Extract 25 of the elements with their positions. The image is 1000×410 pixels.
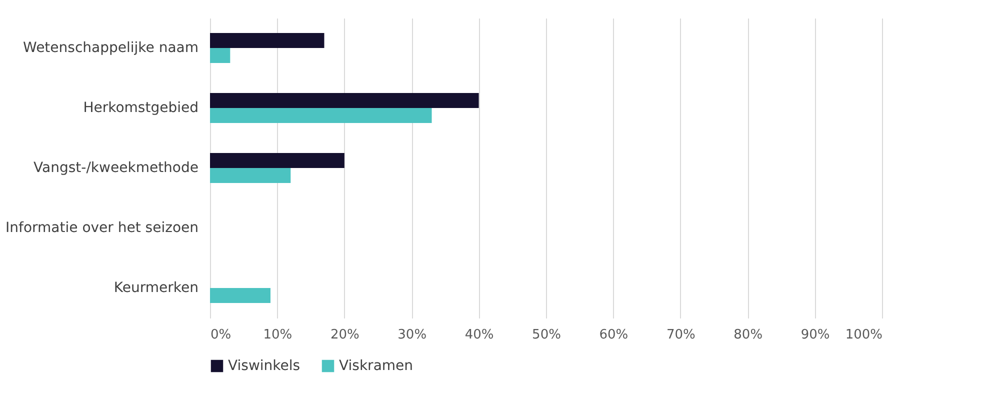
x-tick-label: 80% [734,328,763,342]
bar [210,108,432,123]
legend-label: Viskramen [339,358,414,374]
bar [210,93,479,108]
x-tick-label: 0% [210,328,232,342]
y-tick-label: Vangst-/kweekmethode [34,160,198,176]
legend-label: Viswinkels [228,358,300,374]
x-tick-label: 20% [330,328,360,342]
x-tick-label: 40% [464,328,494,342]
y-tick-label: Informatie over het seizoen [6,220,198,236]
y-tick-label: Keurmerken [114,280,198,296]
bar [210,33,324,48]
x-tick-label: 10% [263,328,292,342]
bar [210,48,230,63]
bar [210,288,270,303]
y-tick-label: Herkomstgebied [83,100,198,116]
x-tick-label: 30% [398,328,427,342]
x-tick-label: 100% [845,328,882,342]
x-tick-label: 70% [666,328,696,342]
y-tick-label: Wetenschappelijke naam [23,40,198,56]
bar [210,168,291,183]
bar [210,153,344,168]
x-tick-label: 90% [800,328,830,342]
x-tick-label: 60% [599,328,628,342]
x-tick-label: 50% [532,328,561,342]
